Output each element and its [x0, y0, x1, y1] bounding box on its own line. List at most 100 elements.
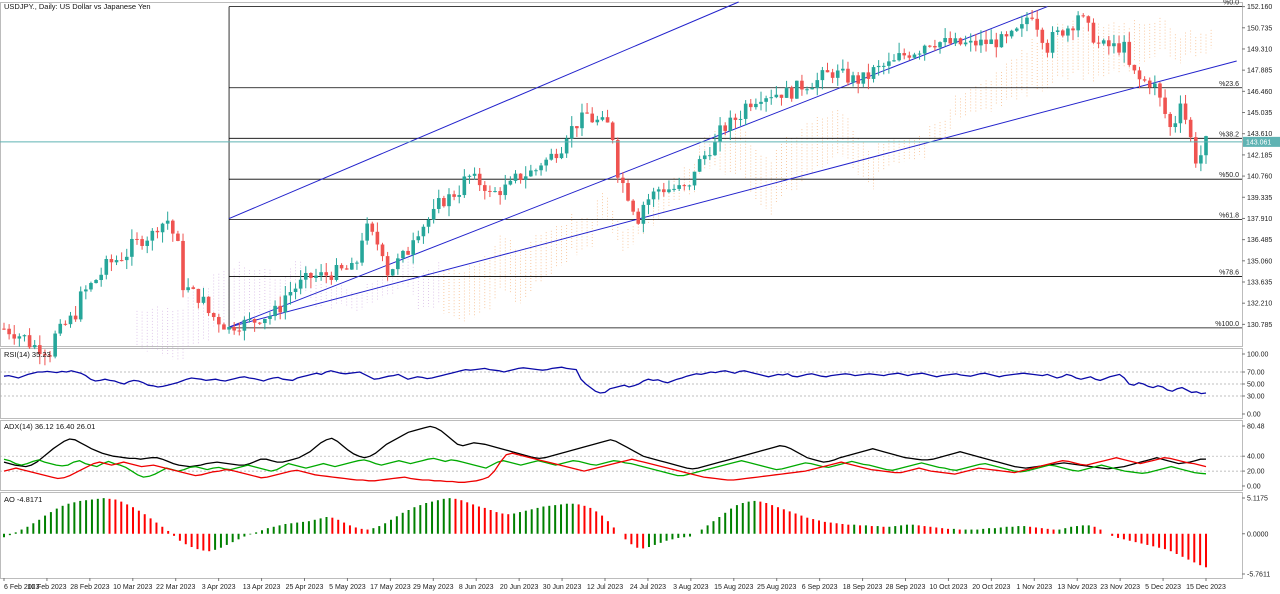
time-tick-label: 23 Nov 2023	[1100, 584, 1140, 591]
candle-body	[421, 226, 426, 237]
candle-body	[293, 288, 298, 293]
candle-body	[1137, 70, 1142, 80]
candle-body	[708, 155, 712, 157]
candle-body	[897, 53, 901, 61]
ao-panel[interactable]: 5.1175 0.0000 -5.7611	[3, 496, 1270, 579]
candle-body	[263, 318, 267, 324]
candle-body	[145, 240, 150, 246]
candle-body	[800, 80, 804, 90]
candle-body	[861, 72, 866, 84]
candle-body	[488, 190, 492, 192]
ao-tick-label: -5.7611	[1247, 572, 1270, 579]
candle-body	[160, 223, 165, 233]
price-tick-label: 149.310	[1247, 46, 1272, 53]
fib-level-label: %23.6	[1219, 81, 1239, 88]
candle-body	[702, 155, 707, 160]
candle-body	[994, 39, 999, 48]
candle-body	[63, 323, 68, 325]
time-tick-label: 10 Oct 2023	[929, 584, 967, 591]
candle-body	[360, 240, 364, 263]
candle-body	[104, 259, 109, 275]
candle-body	[135, 238, 139, 240]
osc-tick-label: 70.00	[1247, 370, 1265, 377]
time-tick-label: 24 Jul 2023	[630, 584, 666, 591]
candle-body	[191, 287, 196, 289]
candle-body	[754, 103, 758, 108]
candle-body	[841, 68, 845, 71]
ao-panel-frame	[0, 492, 1243, 579]
candle-body	[268, 316, 272, 319]
adx-panel[interactable]: 80.48 40.00 20.00 0.00	[0, 424, 1265, 491]
price-tick-label: 143.610	[1247, 131, 1272, 138]
candle-body	[242, 319, 247, 331]
candle-body	[155, 230, 160, 233]
candle-body	[559, 153, 564, 159]
candle-body	[1091, 22, 1096, 43]
price-tick-label: 132.210	[1247, 301, 1272, 308]
osc-tick-label: 50.00	[1247, 382, 1265, 389]
candle-body	[232, 326, 236, 331]
candle-body	[1183, 103, 1188, 120]
candle-body	[871, 67, 876, 79]
price-tick-label: 139.335	[1247, 195, 1272, 202]
candle-body	[513, 173, 518, 181]
candle-body	[283, 295, 288, 313]
candle-body	[667, 189, 671, 193]
candle-body	[774, 94, 779, 98]
candle-body	[1168, 113, 1172, 128]
price-tick-label: 152.160	[1247, 4, 1272, 11]
rsi-panel-frame	[0, 348, 1243, 419]
osc-tick-label: 100.00	[1247, 352, 1269, 359]
time-tick-label: 25 Apr 2023	[286, 584, 324, 591]
candle-body	[876, 65, 881, 68]
candle-body	[181, 240, 185, 291]
candle-body	[109, 259, 114, 263]
candle-body	[1163, 97, 1167, 114]
candle-body	[447, 194, 451, 207]
candle-body	[503, 184, 508, 196]
candle-body	[390, 269, 395, 276]
candle-body	[385, 256, 390, 276]
candle-body	[94, 280, 98, 284]
candle-body	[273, 305, 277, 317]
candle-body	[902, 53, 907, 56]
time-tick-label: 5 May 2023	[329, 584, 366, 591]
candle-body	[176, 233, 180, 241]
candle-body	[73, 315, 78, 320]
candle-body	[12, 334, 17, 339]
candlesticks	[2, 10, 1208, 366]
candle-body	[211, 313, 216, 318]
time-tick-label: 8 Jun 2023	[459, 584, 494, 591]
time-tick-label: 13 Apr 2023	[243, 584, 281, 591]
candle-body	[89, 283, 93, 290]
price-tick-label: 130.785	[1247, 322, 1272, 329]
candle-body	[795, 80, 799, 99]
candle-body	[646, 199, 651, 205]
candle-body	[1147, 80, 1152, 88]
candle-body	[825, 70, 830, 73]
candle-body	[38, 345, 42, 355]
candle-body	[442, 198, 446, 207]
candle-body	[483, 185, 487, 191]
osc-series-di	[3, 452, 1207, 483]
candle-body	[1107, 40, 1111, 47]
candle-body	[257, 322, 262, 324]
candle-body	[605, 117, 610, 123]
candle-body	[1030, 17, 1034, 19]
candle-body	[1127, 41, 1132, 65]
osc-series-rsi	[3, 366, 1207, 395]
candle-body	[784, 87, 789, 98]
time-tick-label: 28 Sep 2023	[886, 584, 926, 591]
candle-body	[1009, 30, 1014, 37]
candle-body	[677, 185, 681, 189]
candle-body	[1004, 34, 1009, 37]
fib-level-label: %78.6	[1219, 270, 1239, 277]
time-tick-label: 25 Aug 2023	[757, 584, 796, 591]
time-tick-label: 18 Sep 2023	[843, 584, 883, 591]
osc-tick-label: 0.00	[1247, 484, 1261, 491]
fib-level-label: %100.0	[1215, 321, 1239, 328]
time-tick-label: 6 Feb 2023	[4, 584, 40, 591]
rsi-panel[interactable]: 100.00 70.00 50.00 30.00 0.00	[0, 352, 1269, 419]
candle-body	[856, 75, 860, 84]
